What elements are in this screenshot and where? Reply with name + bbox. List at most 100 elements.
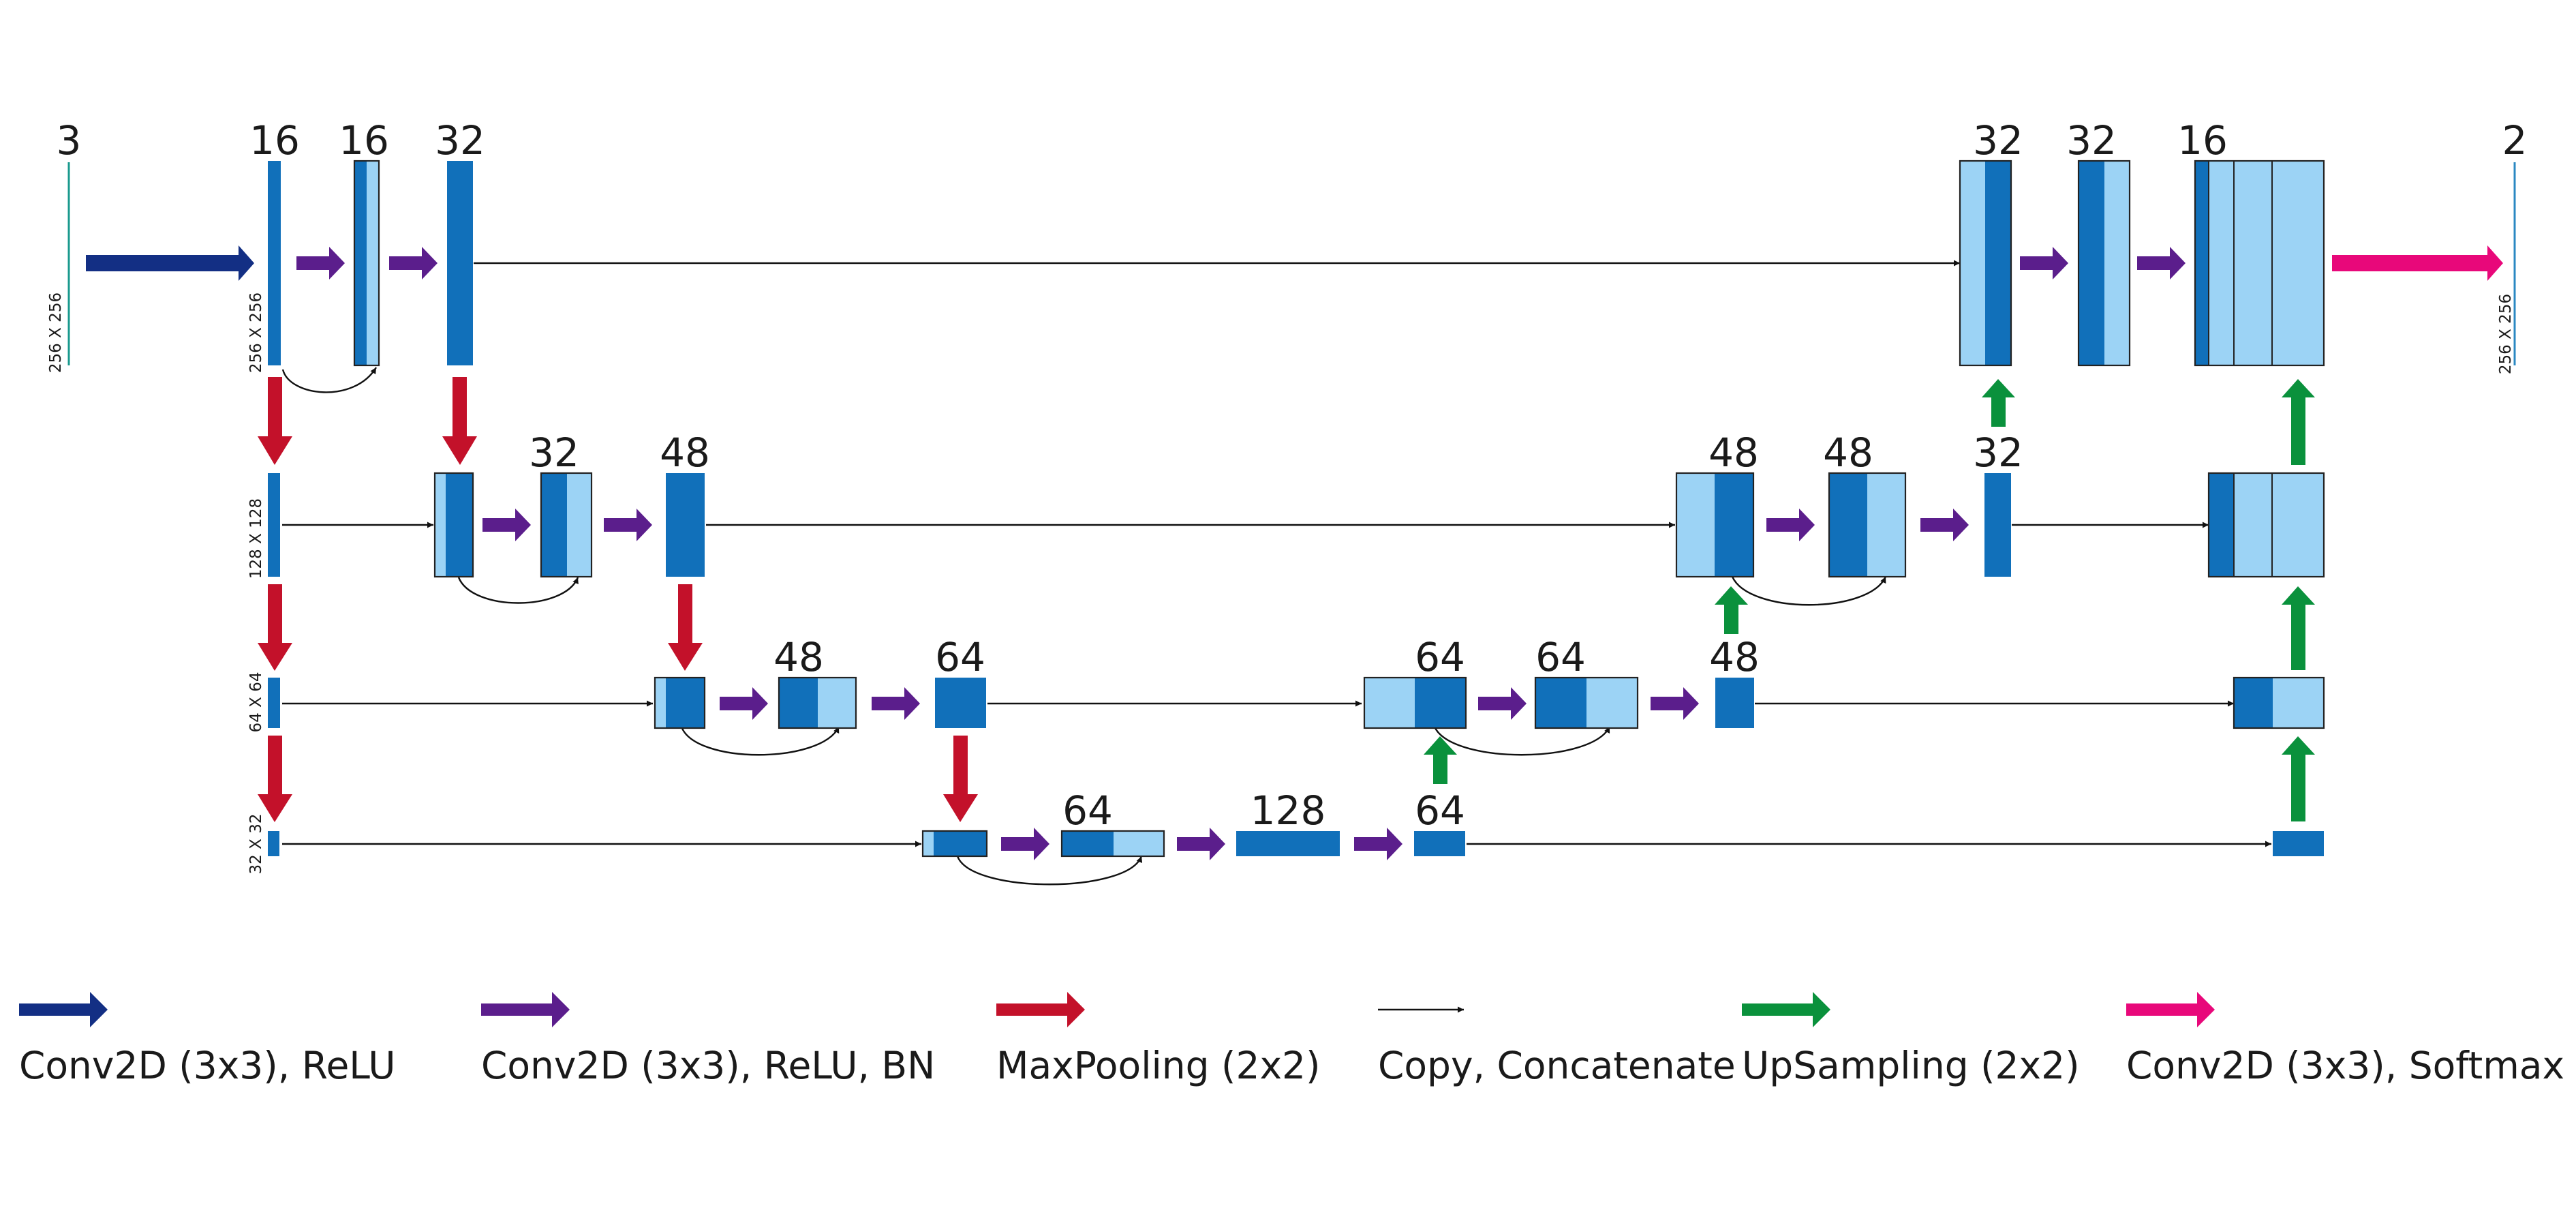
enc2-block-b	[540, 472, 593, 578]
bottleneck-block-d	[1414, 831, 1465, 856]
conv-bn-arrow-4	[604, 509, 652, 541]
enc2-block-c	[666, 473, 705, 577]
channel-label-output: 2	[2502, 117, 2528, 164]
legend-upsample-label: UpSampling (2x2)	[1742, 1044, 2080, 1087]
legend-conv-relu-label: Conv2D (3x3), ReLU	[19, 1044, 395, 1087]
enc1-block-b	[353, 160, 380, 367]
channel-label-enc3a: 48	[773, 634, 824, 680]
channel-label-dec2c: 32	[1973, 429, 2023, 476]
legend-conv-relu-arrow	[19, 992, 108, 1027]
up-block-level2	[2207, 472, 2325, 578]
dec1-block-a	[1959, 160, 2012, 367]
conv-bn-arrow-7	[1001, 828, 1049, 860]
conv-bn-arrow-8	[1177, 828, 1225, 860]
legend-maxpool-label: MaxPooling (2x2)	[996, 1044, 1320, 1087]
channel-label-dec1c: 16	[2177, 117, 2228, 164]
upsample-arrow-4	[2282, 736, 2315, 821]
channel-label-enc3b: 64	[935, 634, 985, 680]
channel-label-input: 3	[57, 117, 82, 164]
dec2-block-c	[1984, 473, 2011, 577]
conv-bn-arrow-11	[1651, 687, 1699, 720]
conv-bn-arrow-14	[2020, 247, 2068, 280]
conv-bn-arrow-12	[1766, 509, 1815, 541]
channel-label-bot1: 64	[1062, 787, 1113, 834]
feature-blocks	[268, 160, 2325, 858]
conv-bn-arrow-9	[1354, 828, 1402, 860]
maxpool-arrow-6	[943, 736, 978, 822]
legend-conv-bn-label: Conv2D (3x3), ReLU, BN	[481, 1044, 935, 1087]
upsample-arrow-5	[2282, 586, 2315, 670]
enc2-block-a	[433, 472, 474, 578]
dim-label-input: 256 X 256	[47, 292, 65, 373]
residual-curve-3	[680, 726, 840, 756]
dim-label-level3: 64 X 64	[247, 672, 265, 733]
legend-maxpool-arrow	[996, 992, 1085, 1027]
enc3-block-a	[654, 676, 706, 729]
operation-arrows	[86, 245, 2503, 860]
conv-bn-arrow-2	[389, 247, 438, 280]
channel-labels: 3 16 16 32 32 48 48 64 64 128 64 64 64 4…	[57, 117, 2528, 834]
upsample-arrow-2	[1715, 586, 1748, 634]
channel-label-dec3a: 64	[1415, 634, 1465, 680]
conv-bn-arrow-1	[296, 247, 345, 280]
channel-label-dec3b: 64	[1535, 634, 1586, 680]
up-block-level4	[2273, 831, 2324, 856]
legend-upsample-arrow	[1742, 992, 1830, 1027]
enc1-block-a	[268, 161, 281, 365]
conv-bn-arrow-3	[482, 509, 531, 541]
dim-label-level1: 256 X 256	[247, 292, 265, 373]
conv-relu-arrow	[86, 245, 254, 281]
bottleneck-block-b	[1060, 830, 1165, 858]
channel-label-enc2a: 32	[529, 429, 579, 476]
dimension-labels: 256 X 256 256 X 256 128 X 128 64 X 64 32…	[47, 292, 2515, 875]
dim-label-level4: 32 X 32	[247, 814, 265, 875]
enc2-pool-block	[268, 473, 280, 577]
dec3-block-a	[1363, 676, 1467, 729]
channel-label-enc1a: 16	[249, 117, 300, 164]
dec3-block-b	[1534, 676, 1639, 729]
enc3-pool-block	[268, 678, 280, 728]
residual-curve-5	[1433, 726, 1611, 756]
residual-curve-2	[457, 577, 579, 604]
upsample-arrow-1	[1424, 736, 1457, 784]
legend-copy-label: Copy, Concatenate	[1378, 1044, 1736, 1087]
channel-label-bot3: 64	[1415, 787, 1465, 834]
channel-label-enc2b: 48	[660, 429, 710, 476]
skip-connections	[281, 260, 2271, 886]
maxpool-arrow-5	[258, 736, 292, 822]
dec3-block-c	[1715, 678, 1754, 728]
conv-bn-arrow-6	[872, 687, 920, 720]
enc3-block-c	[935, 678, 986, 728]
channel-label-enc1b: 16	[339, 117, 389, 164]
channel-label-dec3c: 48	[1709, 634, 1760, 680]
channel-label-dec2a: 48	[1708, 429, 1759, 476]
legend-softmax-arrow	[2126, 992, 2215, 1027]
channel-label-bot2: 128	[1251, 787, 1326, 834]
dec1-block-b	[2077, 160, 2131, 367]
channel-label-enc1c: 32	[435, 117, 485, 164]
legend: Conv2D (3x3), ReLU Conv2D (3x3), ReLU, B…	[19, 992, 2564, 1087]
enc4-pool-block	[268, 831, 279, 856]
conv-bn-arrow-13	[1920, 509, 1969, 541]
residual-curve-1	[281, 367, 378, 393]
output-softmax-arrow	[2332, 245, 2503, 281]
conv-bn-arrow-10	[1478, 687, 1527, 720]
channel-label-dec1b: 32	[2066, 117, 2117, 164]
maxpool-arrow-1	[258, 377, 292, 465]
dec2-block-a	[1675, 472, 1755, 578]
upsample-arrow-6	[2282, 379, 2315, 465]
maxpool-arrow-2	[442, 377, 477, 465]
up-block-level3	[2233, 676, 2325, 729]
upsample-arrow-3	[1982, 379, 2015, 427]
dim-label-output: 256 X 256	[2497, 294, 2515, 374]
dim-label-level2: 128 X 128	[247, 498, 265, 579]
residual-curve-4	[956, 856, 1143, 886]
channel-label-dec2b: 48	[1823, 429, 1873, 476]
dec1-block-c	[2194, 160, 2325, 367]
conv-bn-arrow-15	[2137, 247, 2186, 280]
bottleneck-block-c	[1236, 831, 1340, 856]
enc3-block-b	[778, 676, 857, 729]
channel-label-dec1a: 32	[1973, 117, 2023, 164]
maxpool-arrow-4	[668, 584, 703, 671]
